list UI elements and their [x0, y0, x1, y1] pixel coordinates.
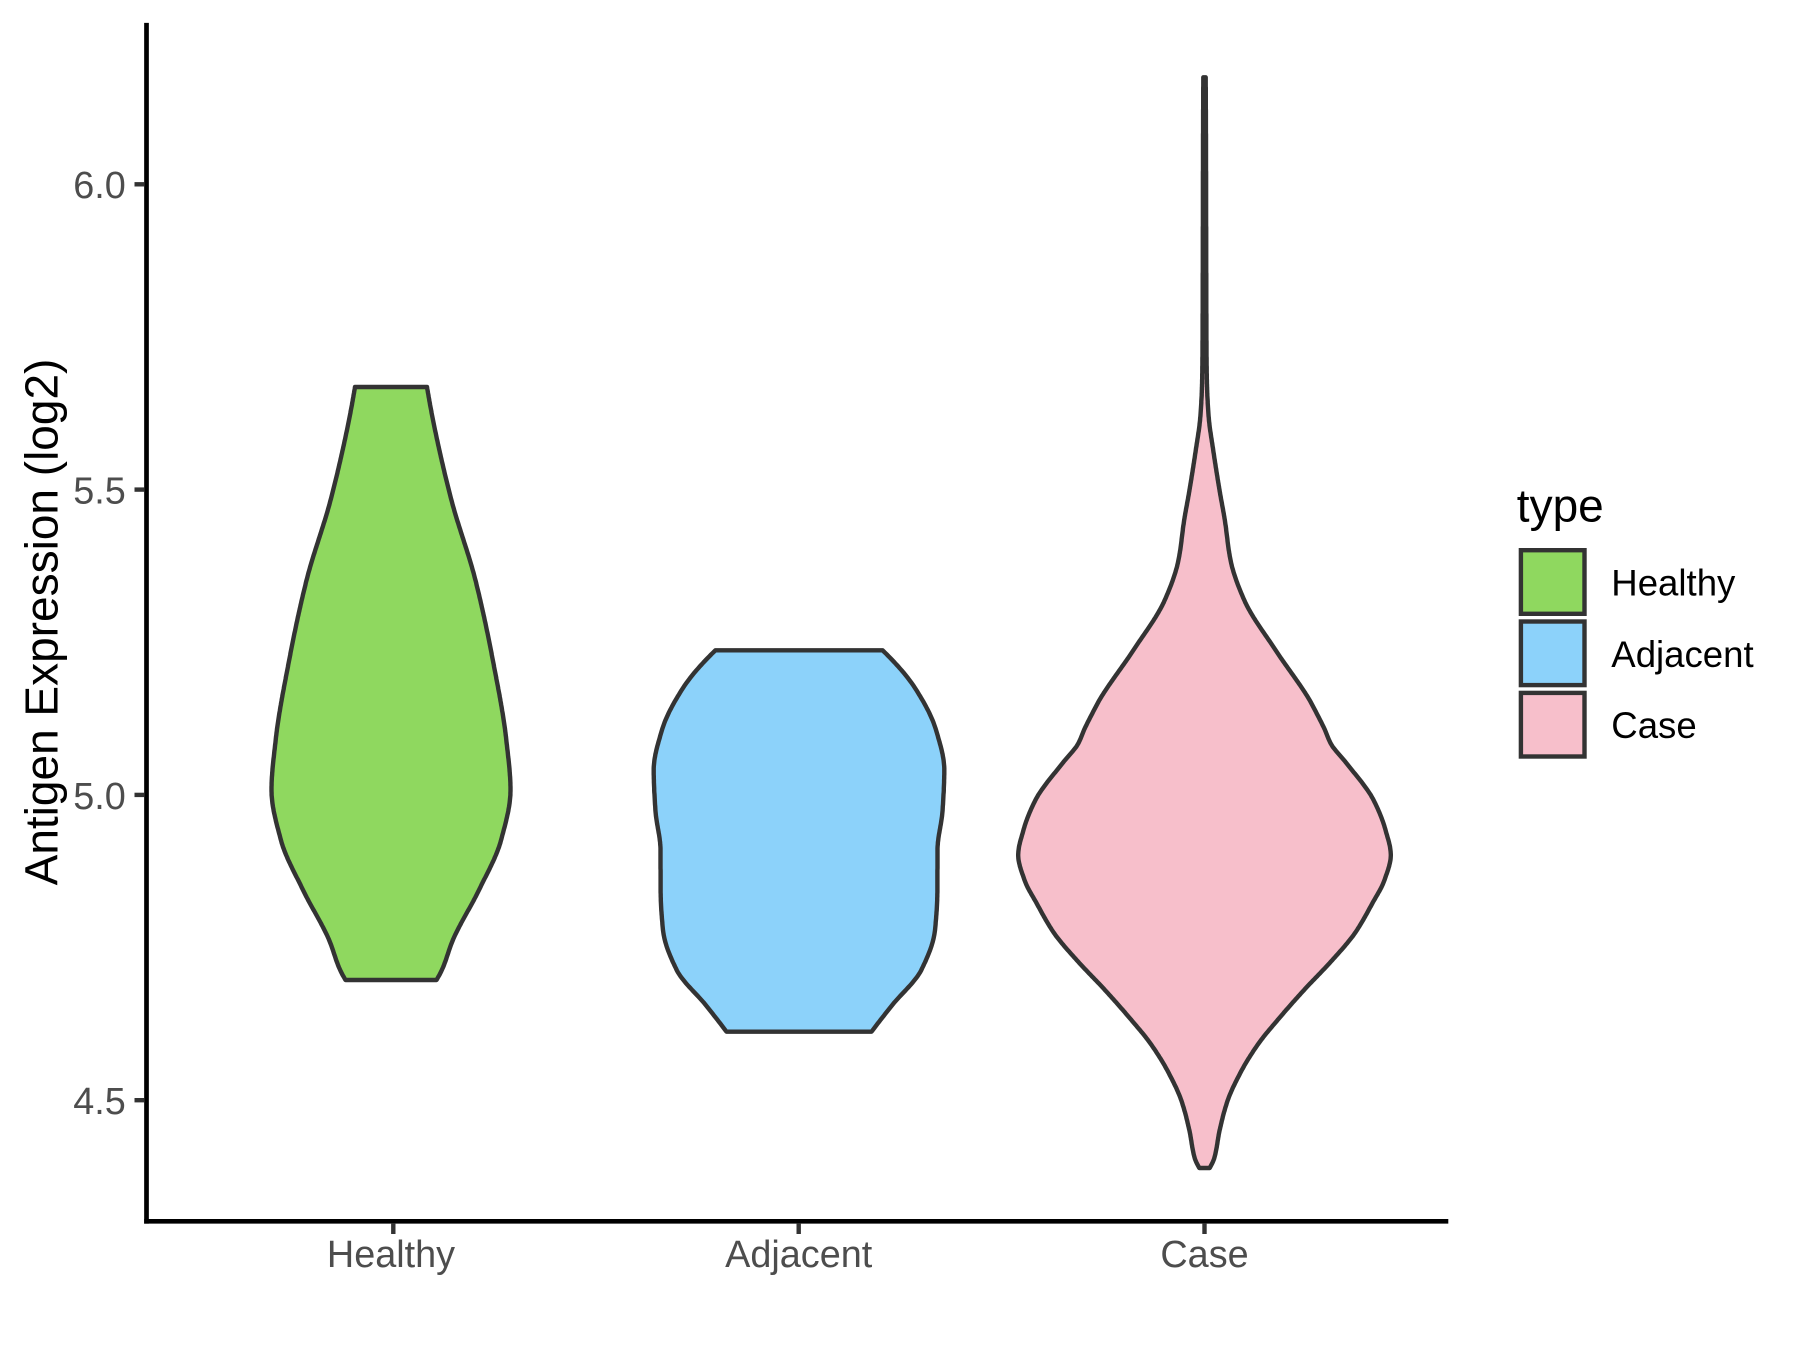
svg-text:type: type	[1517, 479, 1604, 531]
svg-text:5.5: 5.5	[73, 471, 126, 513]
svg-text:Adjacent: Adjacent	[1611, 634, 1753, 675]
svg-text:6.0: 6.0	[73, 165, 126, 207]
svg-text:Case: Case	[1160, 1234, 1248, 1276]
svg-text:5.0: 5.0	[73, 776, 126, 818]
svg-text:Antigen Expression (log2): Antigen Expression (log2)	[16, 359, 68, 886]
svg-text:Adjacent: Adjacent	[725, 1234, 873, 1276]
svg-text:Healthy: Healthy	[327, 1234, 455, 1276]
svg-text:Case: Case	[1611, 705, 1696, 746]
svg-text:Healthy: Healthy	[1611, 563, 1736, 604]
svg-text:4.5: 4.5	[73, 1081, 126, 1123]
